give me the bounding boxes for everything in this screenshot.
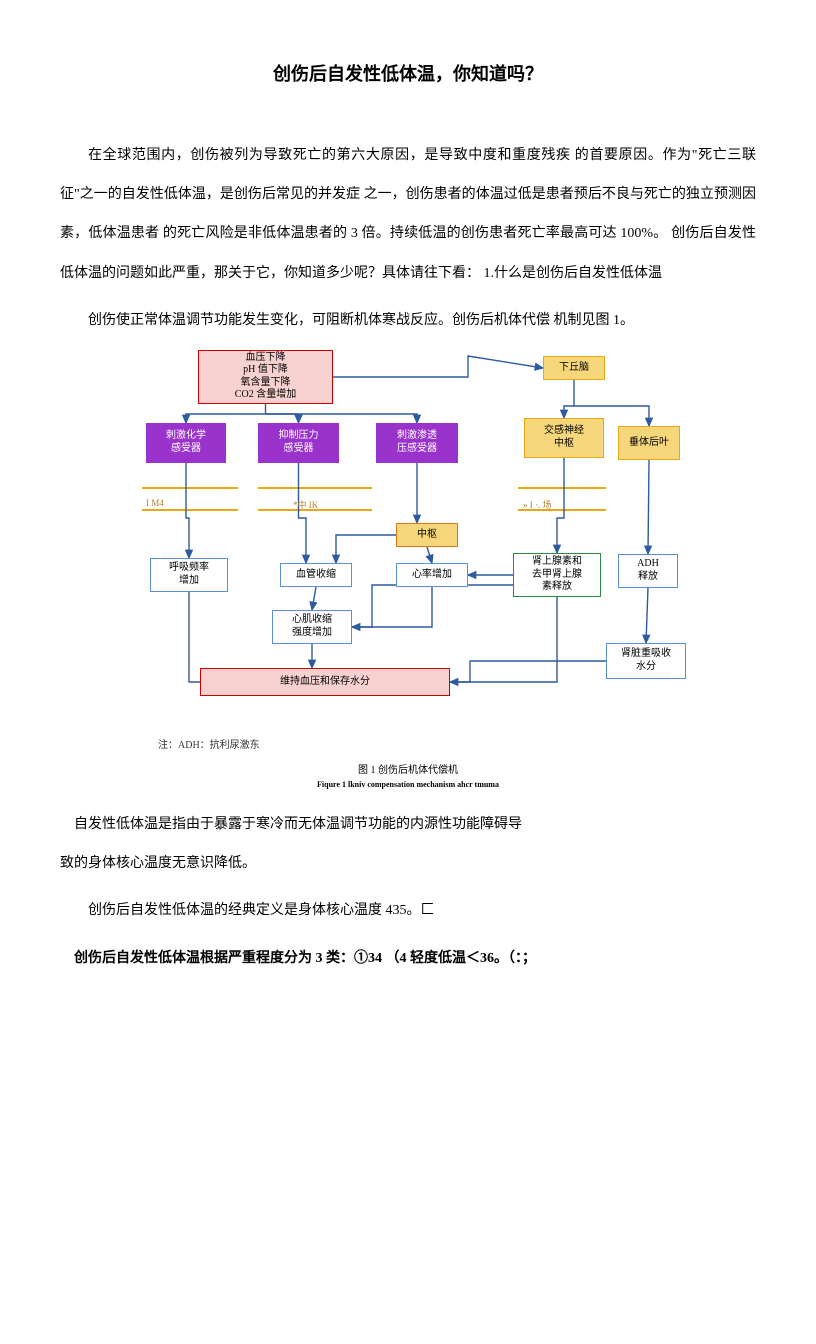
- paragraph-5: 创伤后自发性低体温根据严重程度分为 3 类：①34 （4 轻度低温＜36。（：；: [60, 939, 756, 978]
- ylabel-2: *中 IK: [293, 498, 318, 511]
- ylabel-1: I M4: [146, 498, 164, 508]
- node-hypo: 下丘脑: [543, 356, 605, 380]
- node-kidney: 肾脏重吸收水分: [606, 643, 686, 679]
- page-title: 创伤后自发性低体温，你知道吗？: [60, 60, 756, 86]
- flowchart-caption-cn: 图 1 创伤后机体代偿机: [128, 761, 688, 776]
- node-adh: ADH释放: [618, 554, 678, 588]
- node-pit: 垂体后叶: [618, 426, 680, 460]
- paragraph-4: 创伤后自发性低体温的经典定义是身体核心温度 435。匚: [60, 891, 756, 930]
- node-resp: 呼吸频率增加: [150, 558, 228, 592]
- node-baro: 抑制压力感受器: [258, 423, 339, 463]
- node-crh: 肾上腺素和去甲肾上腺素释放: [513, 553, 601, 597]
- node-vaso: 血管收缩: [280, 563, 352, 587]
- node-hr: 心率增加: [396, 563, 468, 587]
- node-osmo: 刺激渗透压感受器: [376, 423, 458, 463]
- paragraph-2: 创伤使正常体温调节功能发生变化，可阻断机体寒战反应。创伤后机体代偿 机制见图 1…: [60, 301, 756, 340]
- node-contract: 心肌收缩强度增加: [272, 610, 352, 644]
- paragraph-1: 在全球范围内，创伤被列为导致死亡的第六大原因，是导致中度和重度残疾 的首要原因。…: [60, 136, 756, 293]
- paragraph-3a: 自发性低体温是指由于暴露于寒冷而无体温调节功能的内源性功能障碍导: [60, 805, 756, 844]
- flowchart-caption-en: Fiqure 1 lkniv compensation mechanism ah…: [128, 780, 688, 789]
- flowchart-note: 注：ADH：抗利尿激东: [158, 736, 688, 751]
- node-center: 中枢: [396, 523, 458, 547]
- node-maintain: 维持血压和保存水分: [200, 668, 450, 696]
- flowchart: I M4 *中 IK » I ·. 场 血压下降pH 值下降氧含量下降CO2 含…: [128, 348, 688, 728]
- flowchart-container: I M4 *中 IK » I ·. 场 血压下降pH 值下降氧含量下降CO2 含…: [128, 348, 688, 789]
- node-chem: 刺激化学感受器: [146, 423, 226, 463]
- node-top: 血压下降pH 值下降氧含量下降CO2 含量增加: [198, 350, 333, 404]
- paragraph-3b: 致的身体核心温度无意识降低。: [60, 844, 756, 883]
- ylabel-3: » I ·. 场: [523, 498, 552, 511]
- node-sns: 交感神经中枢: [524, 418, 604, 458]
